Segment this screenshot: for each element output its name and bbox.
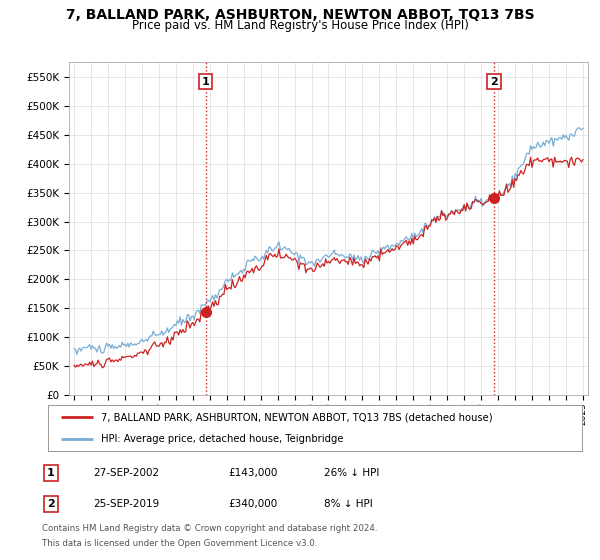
Text: 8% ↓ HPI: 8% ↓ HPI — [324, 499, 373, 509]
Text: Contains HM Land Registry data © Crown copyright and database right 2024.: Contains HM Land Registry data © Crown c… — [42, 524, 377, 533]
Text: 27-SEP-2002: 27-SEP-2002 — [93, 468, 159, 478]
Text: 7, BALLAND PARK, ASHBURTON, NEWTON ABBOT, TQ13 7BS: 7, BALLAND PARK, ASHBURTON, NEWTON ABBOT… — [65, 8, 535, 22]
Text: 26% ↓ HPI: 26% ↓ HPI — [324, 468, 379, 478]
Text: 1: 1 — [202, 77, 209, 87]
Text: This data is licensed under the Open Government Licence v3.0.: This data is licensed under the Open Gov… — [42, 539, 317, 548]
Text: £340,000: £340,000 — [228, 499, 277, 509]
Text: 7, BALLAND PARK, ASHBURTON, NEWTON ABBOT, TQ13 7BS (detached house): 7, BALLAND PARK, ASHBURTON, NEWTON ABBOT… — [101, 412, 493, 422]
Text: 2: 2 — [47, 499, 55, 509]
Text: 2: 2 — [490, 77, 498, 87]
Text: 25-SEP-2019: 25-SEP-2019 — [93, 499, 159, 509]
Text: 1: 1 — [47, 468, 55, 478]
Text: Price paid vs. HM Land Registry's House Price Index (HPI): Price paid vs. HM Land Registry's House … — [131, 19, 469, 32]
Text: £143,000: £143,000 — [228, 468, 277, 478]
Text: HPI: Average price, detached house, Teignbridge: HPI: Average price, detached house, Teig… — [101, 435, 344, 444]
